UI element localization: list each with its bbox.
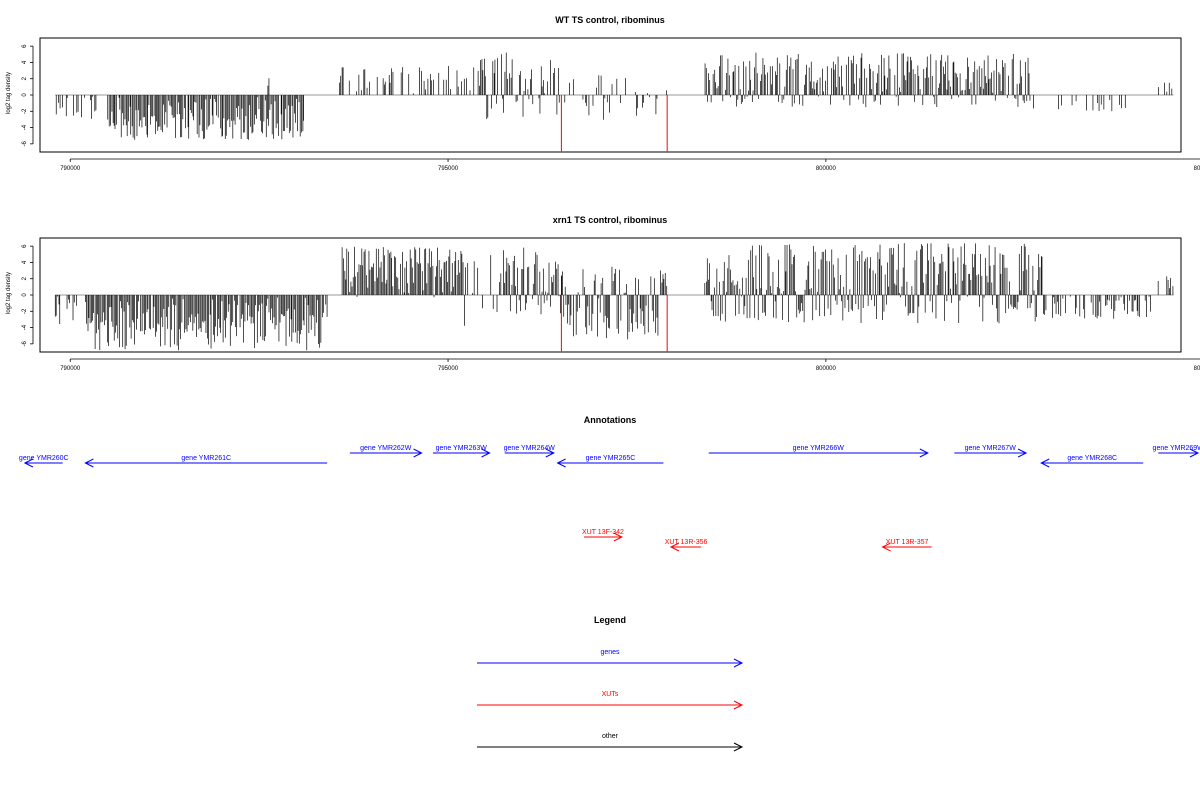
wt-y-axis-label: log2 tag density: [6, 72, 12, 114]
legend: genes XUTs other: [477, 649, 744, 752]
xrn1-track-panel: xrn1 TS control, ribominus log2 tag dens…: [6, 215, 1200, 372]
legend-label: genes: [600, 649, 620, 656]
gene-label: gene YMR260C: [19, 455, 69, 462]
xut-arrow-head: [613, 532, 623, 542]
xut-annotations: XUT 13F-342 XUT 13R-356 XUT 13R-357: [582, 529, 932, 552]
wt-y-tick-label: -6: [22, 141, 28, 147]
wt-x-tick-label: 805000: [1194, 166, 1200, 172]
gene-arrow-head: [84, 458, 94, 468]
gene-annotations: gene YMR260C gene YMR261C gene YMR262W gene…: [19, 445, 1200, 468]
legend-arrow-xuts-head: [733, 700, 744, 710]
gene-label: gene YMR269W: [1153, 445, 1200, 452]
wt-y-tick-label: 2: [22, 76, 28, 80]
wt-plot-frame: [39, 37, 1182, 153]
wt-x-tick-label: 790000: [60, 166, 81, 172]
xut-label: XUT 13R-356: [665, 539, 708, 546]
wt-y-tick-label: -2: [22, 108, 28, 114]
wt-y-tick-label: 6: [22, 44, 28, 48]
wt-x-tick-label: 795000: [438, 166, 459, 172]
xut-arrow-head: [881, 542, 891, 552]
gene-label: gene YMR266W: [793, 445, 845, 452]
xrn1-y-axis: -6 -4 -2 0 2 4 6: [22, 244, 34, 347]
gene-arrow-head: [1040, 458, 1050, 468]
xrn1-y-axis-label: log2 tag density: [6, 272, 12, 314]
gene-label: gene YMR267W: [965, 445, 1017, 452]
gene-arrow-head: [481, 448, 491, 458]
wt-y-tick-label: -4: [22, 124, 28, 130]
xut-arrow-head: [669, 542, 680, 552]
gene-arrow-head: [413, 448, 423, 458]
xrn1-track-title: xrn1 TS control, ribominus: [553, 215, 668, 225]
xrn1-y-tick-label: 4: [22, 260, 28, 264]
legend-label: other: [602, 733, 619, 740]
xrn1-y-tick-label: -6: [22, 341, 28, 347]
legend-arrow-genes-head: [733, 658, 744, 668]
gene-arrow-head: [545, 448, 555, 458]
gene-arrow-head: [919, 448, 929, 458]
wt-y-tick-label: 0: [22, 93, 28, 97]
xrn1-y-tick-label: 0: [22, 293, 28, 297]
xrn1-x-axis: 790000 795000 800000 805000: [60, 358, 1200, 372]
xut-label: XUT 13R-357: [886, 539, 929, 546]
xrn1-y-tick-label: -4: [22, 324, 28, 330]
gene-arrow-head: [23, 458, 34, 468]
xrn1-y-tick-label: 6: [22, 244, 28, 248]
wt-x-tick-label: 800000: [816, 166, 837, 172]
xrn1-x-tick-label: 800000: [816, 366, 837, 372]
xrn1-y-tick-label: 2: [22, 276, 28, 280]
xrn1-x-tick-label: 805000: [1194, 366, 1200, 372]
legend-arrow-other-head: [733, 742, 744, 752]
wt-track-title: WT TS control, ribominus: [555, 15, 665, 25]
xrn1-x-tick-label: 790000: [60, 366, 81, 372]
xrn1-x-tick-label: 795000: [438, 366, 459, 372]
wt-track-panel: WT TS control, ribominus log2 tag densit…: [6, 15, 1200, 172]
gene-arrow-head: [1189, 448, 1200, 458]
gene-label: gene YMR268C: [1067, 455, 1117, 462]
xut-label: XUT 13F-342: [582, 529, 624, 536]
gene-label: gene YMR265C: [586, 455, 636, 462]
wt-density-bars: [55, 52, 1173, 152]
legend-label: XUTs: [602, 691, 619, 698]
annotations-title: Annotations: [584, 415, 637, 425]
gene-label: gene YMR262W: [360, 445, 412, 452]
wt-y-tick-label: 4: [22, 60, 28, 64]
xrn1-y-tick-label: -2: [22, 308, 28, 314]
xrn1-plot-frame: [39, 237, 1182, 353]
legend-title: Legend: [594, 615, 626, 625]
wt-y-axis: -6 -4 -2 0 2 4 6: [22, 44, 34, 147]
wt-x-axis: 790000 795000 800000 805000: [60, 158, 1200, 172]
gene-arrow-head: [556, 458, 566, 468]
xrn1-density-bars: [54, 243, 1174, 352]
gene-label: gene YMR263W: [436, 445, 488, 452]
gene-label: gene YMR261C: [181, 455, 231, 462]
gene-arrow-head: [1017, 448, 1028, 458]
gene-label: gene YMR264W: [504, 445, 556, 452]
